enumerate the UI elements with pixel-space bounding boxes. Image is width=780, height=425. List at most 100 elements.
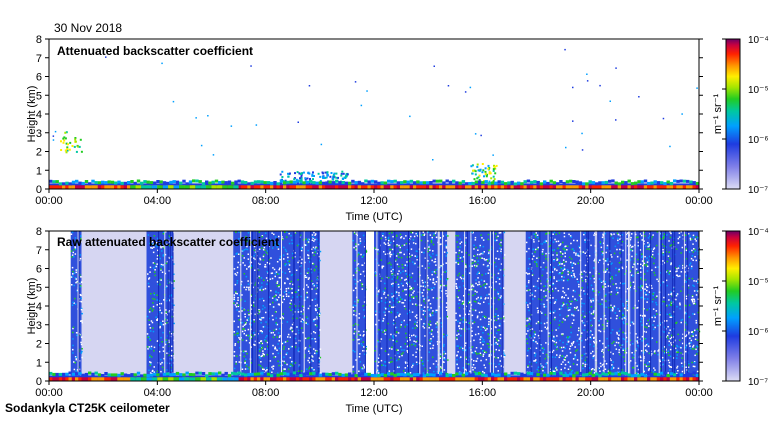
noise-speck [237, 280, 239, 282]
noise-speck [392, 249, 394, 251]
noise-speck [552, 234, 554, 236]
noise-speck [155, 275, 157, 277]
noise-speck [543, 286, 545, 288]
noise-speck [384, 242, 386, 244]
noise-speck [622, 283, 624, 285]
boundary-layer-cell [52, 185, 55, 189]
noise-speck [559, 308, 561, 310]
panel-title: Attenuated backscatter coefficient [57, 44, 253, 58]
boundary-layer-cell [439, 185, 442, 189]
noise-speck [484, 280, 486, 282]
noise-speck [526, 339, 528, 341]
noise-speck [263, 317, 265, 319]
sparse-echo [361, 105, 363, 107]
noise-speck [689, 345, 691, 347]
noise-speck [636, 254, 638, 256]
noise-speck [598, 325, 600, 327]
noise-speck [541, 299, 543, 301]
boundary-layer-cell [689, 185, 692, 189]
boundary-layer-cell [420, 185, 423, 189]
noise-speck [290, 235, 292, 237]
noise-speck [403, 302, 405, 304]
noise-speck [528, 310, 530, 312]
noise-speck [429, 245, 431, 247]
boundary-layer-cell [277, 185, 280, 189]
noise-speck [498, 370, 500, 372]
noise-speck [632, 357, 634, 359]
boundary-layer-cell [452, 185, 455, 189]
boundary-layer-top-cell [137, 180, 140, 183]
noise-speck [431, 242, 433, 244]
noise-speck [150, 365, 152, 367]
noise-speck [618, 368, 620, 370]
noise-speck [654, 257, 656, 259]
noise-speck [153, 331, 155, 333]
noise-speck [562, 321, 564, 323]
noise-speck [641, 318, 643, 320]
noise-speck [262, 367, 264, 369]
noise-speck [259, 264, 261, 266]
noise-speck [605, 300, 607, 302]
noise-speck [433, 287, 435, 289]
boundary-layer-top-cell [332, 181, 335, 184]
noise-speck [413, 291, 415, 293]
boundary-layer-cell [563, 185, 566, 189]
noise-speck [695, 238, 697, 240]
noise-speck [478, 281, 480, 283]
noise-speck [601, 254, 603, 256]
noise-speck [416, 305, 418, 307]
noise-speck [290, 357, 292, 359]
noise-speck [282, 313, 284, 315]
noise-speck [577, 279, 579, 281]
noise-speck [690, 239, 692, 241]
noise-speck [157, 340, 159, 342]
noise-speck [244, 257, 246, 259]
noise-speck [552, 271, 554, 273]
noise-speck [473, 245, 475, 247]
noise-speck [297, 262, 299, 264]
noise-speck [409, 337, 411, 339]
boundary-layer-cell [637, 185, 640, 189]
noise-speck [564, 265, 566, 267]
boundary-layer-cell [654, 185, 657, 189]
noise-speck [314, 338, 316, 340]
noise-speck [488, 346, 490, 348]
noise-speck [248, 258, 250, 260]
noise-speck [469, 302, 471, 304]
noise-speck [473, 340, 475, 342]
noise-speck [301, 259, 303, 261]
noise-speck [284, 362, 286, 364]
boundary-layer-top-cell [338, 181, 341, 184]
noise-speck [499, 278, 501, 280]
noise-speck [288, 263, 290, 265]
noise-speck [590, 353, 592, 355]
boundary-layer-top-cell [494, 182, 497, 185]
noise-speck [312, 240, 314, 242]
noise-speck [670, 349, 672, 351]
noise-speck [263, 305, 265, 307]
noise-speck [626, 259, 628, 261]
noise-speck [363, 341, 365, 343]
noise-speck [570, 369, 572, 371]
noise-speck [574, 307, 576, 309]
noise-speck [637, 342, 639, 344]
boundary-layer-cell [364, 185, 367, 189]
noise-speck [409, 312, 411, 314]
noise-speck [160, 371, 162, 373]
noise-speck [656, 295, 658, 297]
noise-speck [484, 316, 486, 318]
noise-speck [266, 335, 268, 337]
noise-speck [564, 236, 566, 238]
x-axis-label: Time (UTC) [345, 211, 402, 223]
boundary-layer-cell [667, 185, 670, 189]
noise-speck [556, 349, 558, 351]
noise-speck [614, 305, 616, 307]
noise-speck [307, 250, 309, 252]
noise-speck [618, 271, 620, 273]
noise-speck [532, 249, 534, 251]
noise-speck [475, 237, 477, 239]
noise-speck [259, 298, 261, 300]
noise-speck [499, 248, 501, 250]
noise-speck [424, 312, 426, 314]
boundary-layer-top-cell [559, 180, 562, 183]
